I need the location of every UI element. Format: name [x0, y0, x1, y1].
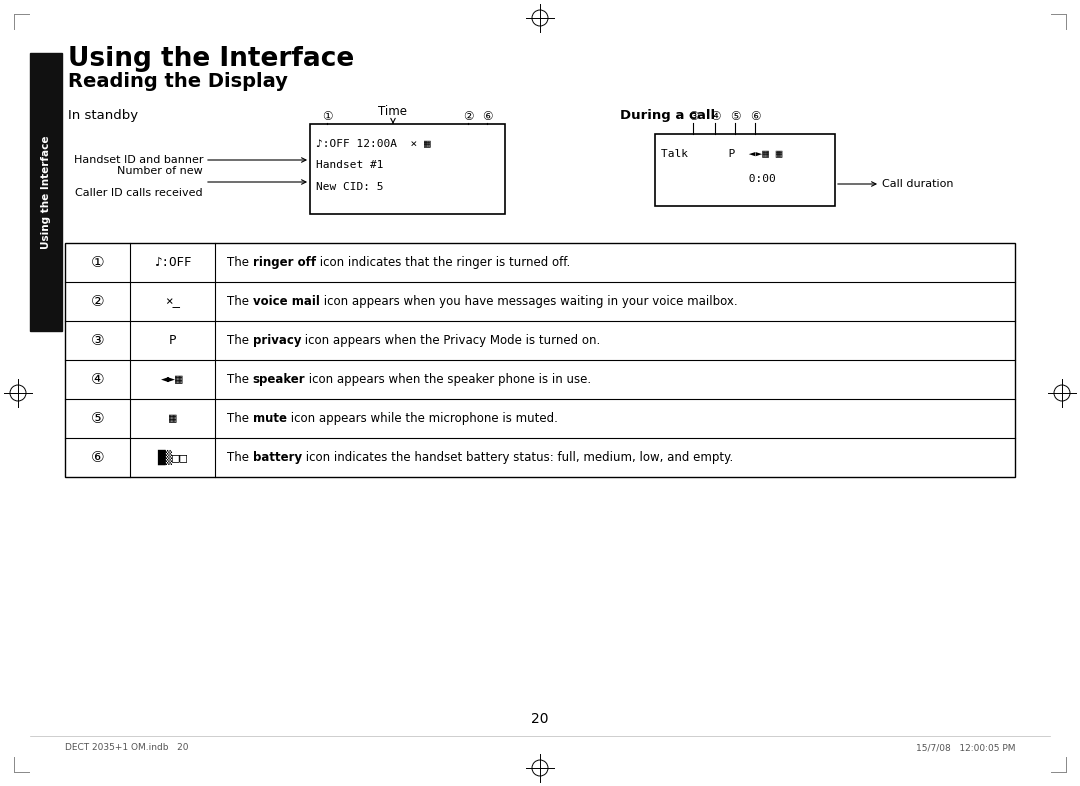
Text: ⑥: ⑥ — [91, 450, 105, 465]
Text: During a call: During a call — [620, 109, 715, 122]
Text: ①: ① — [322, 110, 333, 123]
Text: Handset ID and banner: Handset ID and banner — [73, 155, 203, 165]
Text: The: The — [227, 334, 253, 347]
Text: The: The — [227, 373, 253, 386]
Text: Caller ID calls received: Caller ID calls received — [76, 188, 203, 198]
Text: voice mail: voice mail — [253, 295, 320, 308]
Text: 0:00: 0:00 — [661, 174, 775, 184]
Bar — [65, 243, 1015, 477]
Text: The: The — [227, 295, 253, 308]
Text: ①: ① — [91, 255, 105, 270]
Text: In standby: In standby — [68, 109, 138, 122]
Text: icon appears when the speaker phone is in use.: icon appears when the speaker phone is i… — [306, 373, 592, 386]
Text: ◄►▦: ◄►▦ — [161, 373, 184, 386]
Text: Using the Interface: Using the Interface — [41, 135, 51, 248]
Text: Handset #1: Handset #1 — [316, 160, 383, 170]
Text: ③: ③ — [688, 110, 699, 123]
Text: icon appears when you have messages waiting in your voice mailbox.: icon appears when you have messages wait… — [320, 295, 738, 308]
Text: ②: ② — [462, 110, 473, 123]
Text: ⑤: ⑤ — [91, 411, 105, 426]
Text: ×̲: ×̲ — [165, 295, 180, 308]
FancyBboxPatch shape — [310, 124, 505, 214]
Text: DECT 2035+1 OM.indb   20: DECT 2035+1 OM.indb 20 — [65, 744, 189, 752]
Text: battery: battery — [253, 451, 302, 464]
Text: icon appears when the Privacy Mode is turned on.: icon appears when the Privacy Mode is tu… — [301, 334, 600, 347]
Text: New CID: 5: New CID: 5 — [316, 182, 383, 192]
Text: ④: ④ — [710, 110, 720, 123]
Text: P: P — [168, 334, 176, 347]
Text: ④: ④ — [91, 372, 105, 387]
Text: ringer off: ringer off — [253, 256, 315, 269]
Bar — [30, 53, 62, 331]
Text: ♪:OFF 12:00A  × ▦: ♪:OFF 12:00A × ▦ — [316, 138, 431, 148]
Text: Number of new: Number of new — [118, 166, 203, 176]
Text: mute: mute — [253, 412, 287, 425]
Text: ▦: ▦ — [168, 412, 176, 425]
Text: █▒□□: █▒□□ — [158, 450, 188, 465]
Text: icon appears while the microphone is muted.: icon appears while the microphone is mut… — [287, 412, 557, 425]
Text: Time: Time — [378, 105, 407, 118]
Text: ⑥: ⑥ — [750, 110, 760, 123]
Text: Using the Interface: Using the Interface — [68, 46, 354, 72]
Text: 20: 20 — [531, 712, 549, 726]
Text: ③: ③ — [91, 333, 105, 348]
Text: ⑥: ⑥ — [482, 110, 492, 123]
Text: Reading the Display: Reading the Display — [68, 72, 288, 91]
Text: 15/7/08   12:00:05 PM: 15/7/08 12:00:05 PM — [916, 744, 1015, 752]
Text: icon indicates that the ringer is turned off.: icon indicates that the ringer is turned… — [315, 256, 570, 269]
Text: The: The — [227, 412, 253, 425]
Text: Call duration: Call duration — [882, 179, 954, 189]
Text: ♪:OFF: ♪:OFF — [153, 256, 191, 269]
Text: speaker: speaker — [253, 373, 306, 386]
Text: The: The — [227, 256, 253, 269]
Text: The: The — [227, 451, 253, 464]
Text: ②: ② — [91, 294, 105, 309]
FancyBboxPatch shape — [654, 134, 835, 206]
Text: ⑤: ⑤ — [730, 110, 740, 123]
Text: icon indicates the handset battery status: full, medium, low, and empty.: icon indicates the handset battery statu… — [302, 451, 733, 464]
Text: Talk      P  ◄►▦ ▦: Talk P ◄►▦ ▦ — [661, 148, 783, 158]
Text: privacy: privacy — [253, 334, 301, 347]
